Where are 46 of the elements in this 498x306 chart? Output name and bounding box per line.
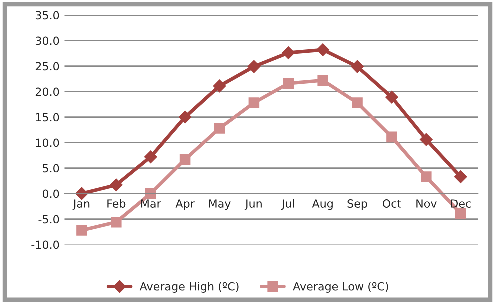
y-tick-label: 10.0 (36, 138, 60, 148)
point (351, 60, 364, 74)
point (180, 154, 191, 166)
x-tick-label: Dec (451, 200, 471, 208)
point (352, 98, 363, 108)
point (455, 208, 466, 220)
point (110, 178, 123, 192)
point (283, 78, 294, 90)
x-tick-label: Jan (72, 200, 90, 210)
x-tick-label: Oct (382, 200, 402, 208)
y-tick-label: 15.0 (36, 113, 60, 122)
x-tick-label: Mar (141, 200, 162, 208)
x-tick-label: Aug (312, 200, 333, 210)
x-tick-label: Apr (176, 200, 195, 210)
legend-label: Average Low (ºC) (293, 282, 388, 293)
y-tick-label: 30.0 (36, 36, 60, 46)
point (144, 150, 158, 164)
x-tick-label: Nov (416, 200, 437, 208)
x-tick-label: Jul (281, 199, 294, 210)
x-tick-label: Jun (244, 200, 262, 210)
x-tick-label: Feb (108, 199, 126, 208)
legend-label: Average High (ºC) (140, 282, 239, 293)
y-tick-label: 35.0 (36, 11, 60, 20)
point (454, 170, 468, 184)
point (76, 225, 88, 236)
point (213, 80, 226, 93)
y-tick-label: 20.0 (36, 88, 60, 96)
point (421, 172, 432, 182)
y-tick-label: -5.0 (38, 215, 60, 224)
x-tick-label: May (209, 200, 231, 210)
point (386, 132, 398, 143)
y-tick-label: 5.0 (43, 164, 60, 173)
y-tick-label: 25.0 (36, 62, 60, 71)
point (248, 60, 261, 74)
point (248, 98, 260, 108)
point (282, 46, 296, 60)
point (178, 110, 192, 124)
point (214, 123, 226, 134)
point (316, 44, 330, 56)
y-tick-label: -10.0 (32, 240, 60, 250)
point (111, 216, 122, 228)
y-tick-label: 0.0 (42, 190, 60, 198)
point (420, 133, 433, 146)
point (318, 75, 328, 86)
x-tick-label: Sep (348, 200, 368, 210)
point (386, 90, 398, 104)
